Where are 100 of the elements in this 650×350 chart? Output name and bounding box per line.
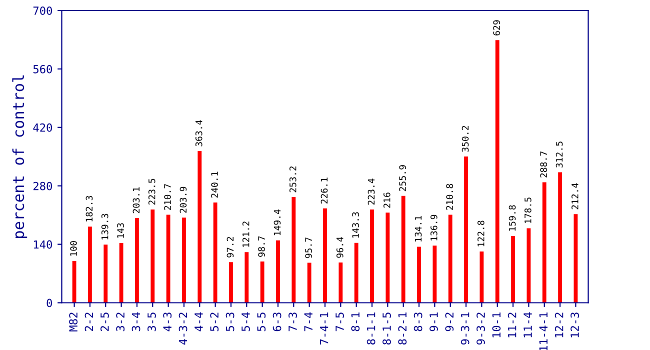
x-tick-label: 3-5 (147, 312, 156, 332)
data-label: 226.1 (320, 178, 328, 204)
x-tick-label: 4-4 (194, 312, 203, 332)
bar (542, 182, 546, 303)
data-label: 122.8 (478, 220, 484, 246)
bar (135, 218, 139, 303)
data-label: 240.1 (211, 172, 218, 198)
bar (307, 262, 312, 303)
data-label: 212.4 (572, 183, 578, 210)
x-tick-label: 8-2-1 (398, 312, 407, 345)
data-label: 143.3 (352, 212, 359, 238)
data-label: 136.9 (430, 214, 438, 240)
bar (88, 226, 92, 303)
bar (354, 242, 358, 303)
data-label: 97.2 (226, 237, 234, 258)
data-label: 210.8 (446, 184, 453, 210)
y-tick-label: 700 (33, 6, 52, 15)
x-tick-label: 5-3 (226, 312, 234, 332)
data-label: 253.2 (289, 166, 296, 192)
bar (526, 228, 531, 303)
data-label: 143 (117, 223, 124, 238)
x-tick-label: 9-3-1 (460, 312, 470, 345)
y-axis-title: percent of control (12, 75, 28, 238)
bar (495, 40, 500, 303)
x-tick-label: 7-4-1 (320, 312, 328, 344)
bar (323, 208, 327, 303)
bar (198, 151, 202, 303)
data-label: 629 (493, 20, 500, 36)
bar (401, 196, 406, 303)
data-label: 255.9 (399, 165, 406, 192)
x-tick-label: 7-5 (336, 312, 344, 332)
x-tick-label: 7-4 (304, 312, 312, 332)
data-label: 350.2 (462, 126, 469, 152)
data-label: 95.7 (305, 238, 312, 258)
data-label: 98.7 (258, 236, 265, 257)
x-tick-label: 12-3 (570, 312, 579, 338)
x-tick-label: 6-3 (272, 312, 282, 332)
bar (417, 246, 421, 303)
bar (480, 251, 484, 303)
x-tick-label: 9-3-2 (476, 312, 485, 345)
x-tick-label: 10-1 (492, 312, 501, 338)
x-tick-label: 2-2 (84, 312, 94, 332)
x-tick-label: 11-2 (508, 312, 516, 338)
bar (119, 243, 124, 303)
data-label: 159.8 (508, 205, 516, 231)
x-tick-label: 3-2 (116, 312, 125, 332)
data-label: 203.9 (180, 186, 187, 213)
bar (558, 172, 562, 303)
data-label: 216 (383, 192, 390, 208)
x-tick-label: 8-1-5 (382, 312, 391, 345)
bar (244, 252, 249, 303)
bar (448, 214, 452, 303)
bar (260, 262, 264, 303)
x-tick-label: 8-3 (414, 312, 422, 332)
data-label: 363.4 (195, 120, 202, 146)
bar (464, 156, 468, 303)
x-tick-label: 9-2 (445, 312, 454, 332)
x-tick-label: 4-3-2 (178, 312, 188, 345)
x-tick-label: M82 (69, 312, 78, 332)
data-label: 210.7 (164, 184, 171, 210)
data-label: 182.3 (86, 196, 93, 222)
x-tick-label: 8-1 (351, 312, 360, 332)
data-label: 223.5 (148, 178, 156, 205)
y-tick-label: 0 (46, 298, 52, 308)
data-label: 178.5 (524, 198, 532, 223)
data-label: 96.4 (336, 237, 344, 258)
bar (432, 246, 437, 303)
y-tick-label: 140 (34, 240, 52, 249)
x-tick-label: 9-1 (430, 312, 438, 332)
bar (370, 209, 374, 303)
bar (150, 209, 155, 303)
data-label: 121.2 (242, 222, 250, 247)
x-tick-label: 12-2 (554, 312, 564, 338)
bar (511, 236, 515, 303)
x-tick-label: 3-4 (132, 312, 140, 332)
x-tick-label: 2-5 (100, 312, 109, 332)
data-label: 139.3 (101, 214, 108, 240)
bar (276, 240, 280, 303)
bar (166, 214, 170, 303)
bar (182, 218, 186, 303)
bar (229, 262, 233, 303)
x-tick-label: 5-2 (210, 312, 219, 332)
bar (338, 262, 343, 303)
x-tick-label: 7-3 (288, 312, 297, 332)
bar (386, 212, 390, 303)
data-label: 223.4 (368, 178, 375, 205)
y-tick-label: 420 (33, 123, 52, 132)
data-label: 100 (70, 241, 77, 256)
x-tick-label: 5-5 (257, 312, 266, 332)
x-tick-label: 4-3 (163, 312, 172, 332)
bar (292, 197, 296, 303)
bar (104, 244, 108, 303)
y-tick-label: 560 (33, 64, 52, 74)
bar (213, 202, 218, 303)
x-tick-label: 8-1-1 (366, 312, 376, 345)
data-label: 288.7 (540, 152, 548, 178)
x-tick-label: 5-4 (242, 312, 250, 332)
x-tick-label: 11-4 (524, 312, 532, 338)
data-label: 149.4 (274, 209, 281, 236)
y-tick-label: 280 (33, 182, 52, 190)
